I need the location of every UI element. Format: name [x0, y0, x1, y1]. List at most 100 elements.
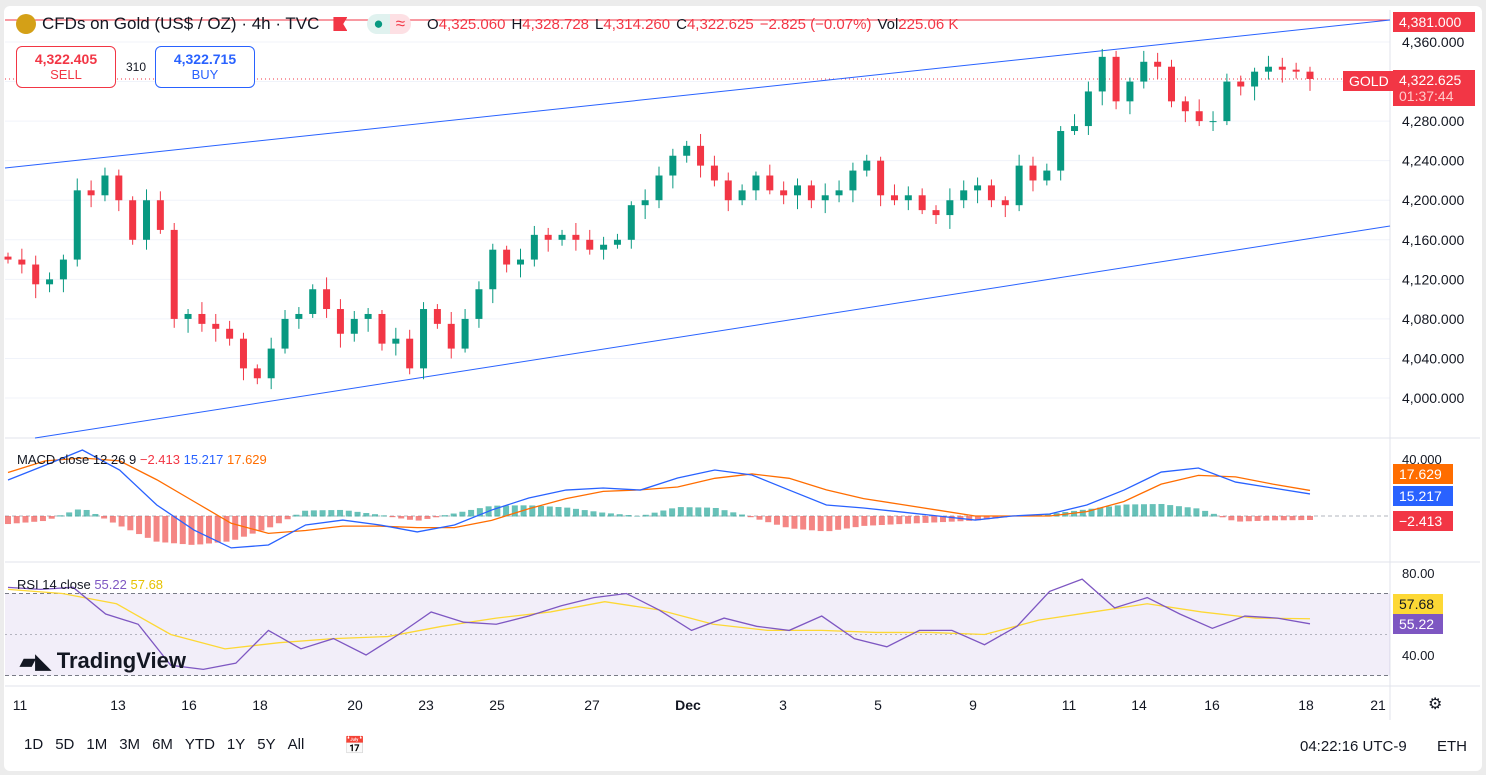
tv-logo-icon: ▰◣ — [20, 650, 51, 673]
candle-body — [295, 313, 303, 319]
price-tick: 4,040.000 — [1402, 350, 1464, 366]
rsi-legend[interactable]: RSI 14 close 55.22 57.68 — [17, 577, 163, 592]
macd-axis-tick: 40.000 — [1402, 452, 1442, 467]
candle-body — [433, 309, 441, 324]
price-tick: 4,120.000 — [1402, 271, 1464, 287]
macd-histogram-bar — [275, 516, 282, 524]
macd-histogram-bar — [66, 512, 73, 517]
candle-body — [710, 165, 718, 181]
candle-body — [572, 234, 580, 240]
candle-body — [1251, 71, 1259, 87]
candle-body — [4, 256, 12, 260]
candle-body — [752, 175, 760, 191]
clock[interactable]: 04:22:16 UTC-9 — [1300, 738, 1407, 755]
x-axis-label: 3 — [779, 697, 787, 713]
macd-legend[interactable]: MACD close 12 26 9 −2.413 15.217 17.629 — [17, 452, 267, 467]
candle-body — [946, 200, 954, 216]
range-3m[interactable]: 3M — [119, 736, 141, 753]
macd-histogram-bar — [450, 513, 457, 517]
macd-histogram-bar — [293, 514, 300, 517]
symbol-title[interactable]: CFDs on Gold (US$ / OZ) · 4h · TVC — [42, 14, 320, 33]
candle-body — [156, 200, 164, 230]
macd-histogram-bar — [835, 516, 842, 530]
macd-histogram-bar — [642, 514, 649, 517]
x-axis-label: 9 — [969, 697, 977, 713]
macd-histogram-bar — [389, 516, 396, 518]
macd-histogram-bar — [337, 509, 344, 517]
candle-body — [309, 289, 317, 314]
candle-body — [1181, 101, 1189, 112]
macd-histogram-bar — [1254, 516, 1261, 521]
macd-histogram-bar — [939, 516, 946, 523]
range-1d[interactable]: 1D — [24, 736, 44, 753]
macd-histogram-bar — [843, 516, 850, 529]
macd-histogram-bar — [144, 516, 151, 538]
macd-histogram-bar — [826, 516, 833, 532]
candle-body — [18, 259, 26, 265]
sell-button[interactable]: 4,322.405 SELL — [16, 46, 116, 88]
candle-body — [780, 190, 788, 196]
calendar-icon[interactable]: 📅 — [344, 736, 366, 755]
candle-body — [1237, 81, 1245, 87]
candle-body — [1043, 170, 1051, 181]
candle-body — [877, 160, 885, 196]
candle-body — [600, 244, 608, 250]
x-axis-label: 5 — [874, 697, 882, 713]
macd-histogram-bar — [1263, 516, 1270, 521]
candle-body — [655, 175, 663, 201]
x-axis-label: 21 — [1370, 697, 1386, 713]
range-6m[interactable]: 6M — [152, 736, 173, 753]
price-tick: 4,360.000 — [1402, 34, 1464, 50]
high-label: H — [511, 15, 523, 33]
candle-body — [974, 185, 982, 191]
range-1y[interactable]: 1Y — [226, 736, 246, 753]
low-value: 4,314.260 — [603, 15, 671, 33]
flag-icon[interactable] — [333, 17, 348, 31]
candle-body — [1071, 126, 1079, 132]
macd-histogram-bar — [232, 516, 239, 540]
range-ytd[interactable]: YTD — [184, 736, 215, 753]
macd-histogram-bar — [948, 516, 955, 522]
range-1m[interactable]: 1M — [86, 736, 108, 753]
macd-histogram-bar — [424, 516, 431, 519]
macd-histogram-bar — [31, 516, 38, 522]
macd-histogram-bar — [704, 507, 711, 517]
candle-body — [364, 313, 372, 319]
macd-histogram-bar — [913, 516, 920, 524]
buy-label: BUY — [191, 67, 219, 82]
macd-histogram-bar — [249, 516, 256, 534]
range-all[interactable]: All — [287, 736, 305, 753]
range-5y[interactable]: 5Y — [257, 736, 276, 753]
candle-body — [73, 190, 81, 260]
candle-body — [1112, 56, 1120, 102]
macd-histogram-bar — [406, 516, 413, 520]
ohlc-values: O4,325.060 H4,328.728 L4,314.260 C4,322.… — [427, 16, 958, 33]
high-value: 4,328.728 — [522, 15, 590, 33]
market-status-icon[interactable]: ● — [367, 14, 390, 34]
candle-body — [503, 249, 511, 265]
buy-button[interactable]: 4,322.715 BUY — [155, 46, 255, 88]
macd-histogram-bar — [197, 516, 204, 545]
macd-histogram-bar — [1245, 516, 1252, 522]
x-axis-label: 11 — [1062, 697, 1077, 713]
macd-histogram-bar — [310, 510, 317, 517]
macd-histogram-bar — [92, 513, 99, 517]
macd-histogram-bar — [74, 509, 81, 517]
range-5d[interactable]: 5D — [55, 736, 75, 753]
macd-histogram-bar — [1167, 505, 1174, 517]
candle-body — [143, 200, 151, 240]
candle-body — [1140, 61, 1148, 82]
candle-body — [1223, 81, 1231, 122]
settings-icon[interactable]: ⚙ — [1428, 696, 1443, 713]
macd-histogram-bar — [887, 516, 894, 525]
delay-icon[interactable]: ≈ — [389, 14, 412, 34]
high-price-tag: 4,381.000 — [1393, 12, 1475, 32]
session-toggle[interactable]: ETH — [1437, 738, 1467, 755]
candle-body — [1001, 200, 1009, 206]
macd-histogram-bar — [1272, 516, 1279, 521]
macd-tag: 15.217 — [1393, 486, 1453, 506]
candle-body — [475, 289, 483, 319]
tradingview-logo[interactable]: ▰◣ TradingView — [20, 648, 186, 674]
macd-histogram-bar — [861, 516, 868, 526]
